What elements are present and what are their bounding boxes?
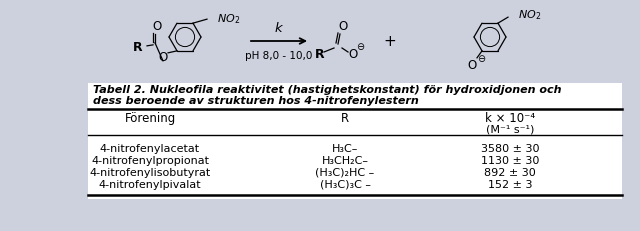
Text: 1130 ± 30: 1130 ± 30	[481, 155, 539, 165]
Text: dess beroende av strukturen hos 4-nitrofenylestern: dess beroende av strukturen hos 4-nitrof…	[93, 96, 419, 106]
Text: 4-nitrofenylisobutyrat: 4-nitrofenylisobutyrat	[90, 167, 211, 177]
Text: 3580 ± 30: 3580 ± 30	[481, 143, 540, 153]
Text: $⊖$: $⊖$	[356, 41, 365, 52]
Text: Förening: Förening	[124, 112, 175, 125]
Text: k × 10⁻⁴: k × 10⁻⁴	[485, 112, 535, 125]
Text: $NO_2$: $NO_2$	[217, 12, 240, 26]
Text: R: R	[341, 112, 349, 125]
Text: +: +	[383, 34, 396, 49]
Text: 4-nitrofenylacetat: 4-nitrofenylacetat	[100, 143, 200, 153]
Text: (M⁻¹ s⁻¹): (M⁻¹ s⁻¹)	[486, 123, 534, 134]
Text: (H₃C)₂HC –: (H₃C)₂HC –	[316, 167, 374, 177]
Text: 4-nitrofenylpivalat: 4-nitrofenylpivalat	[99, 179, 202, 189]
Text: $⊖$: $⊖$	[477, 53, 486, 64]
Text: R: R	[315, 48, 325, 61]
Text: (H₃C)₃C –: (H₃C)₃C –	[319, 179, 371, 189]
Text: O: O	[348, 48, 358, 61]
Text: O: O	[158, 51, 168, 64]
Text: O: O	[467, 59, 477, 72]
Text: R: R	[133, 41, 143, 54]
Text: H₃C–: H₃C–	[332, 143, 358, 153]
Text: $NO_2$: $NO_2$	[518, 8, 541, 22]
Text: 4-nitrofenylpropionat: 4-nitrofenylpropionat	[91, 155, 209, 165]
Text: O: O	[152, 20, 162, 33]
Text: 892 ± 30: 892 ± 30	[484, 167, 536, 177]
Text: Tabell 2. Nukleofila reaktivitet (hastighetskonstant) för hydroxidjonen och: Tabell 2. Nukleofila reaktivitet (hastig…	[93, 85, 561, 94]
Text: H₃CH₂C–: H₃CH₂C–	[321, 155, 369, 165]
Text: 152 ± 3: 152 ± 3	[488, 179, 532, 189]
Text: pH 8,0 - 10,0: pH 8,0 - 10,0	[245, 51, 313, 61]
Text: $k$: $k$	[274, 21, 284, 35]
Bar	[88, 84, 622, 199]
Text: O: O	[339, 19, 348, 32]
